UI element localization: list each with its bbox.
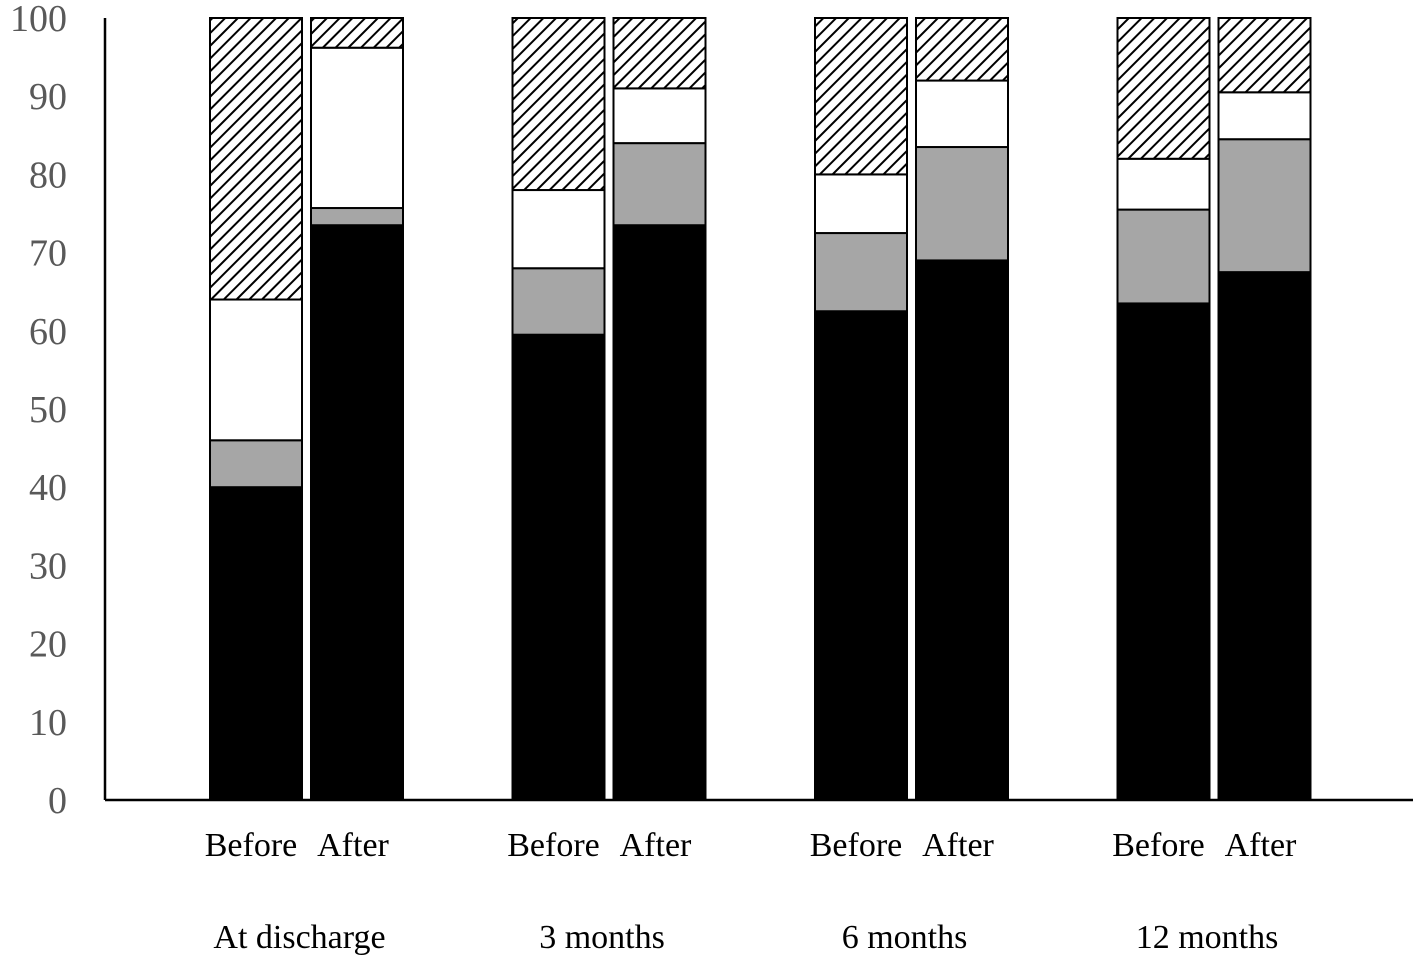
y-tick-label: 50 [29, 389, 67, 431]
y-tick-label: 80 [29, 154, 67, 196]
y-tick-label: 90 [29, 76, 67, 118]
bar-label: After [1225, 827, 1297, 864]
bar-segment-hatched [511, 17, 606, 192]
bar-segment-white [511, 189, 606, 270]
bar-segment-hatched [1116, 17, 1211, 160]
bar-segment-hatched [1217, 17, 1312, 94]
bar-label: After [922, 827, 994, 864]
y-tick-label: 70 [29, 233, 67, 275]
y-tick-label: 60 [29, 311, 67, 353]
bar-label: Before [205, 827, 298, 864]
bar-segment-gray [1217, 138, 1312, 274]
bar-segment-hatched [209, 17, 303, 301]
y-tick-label: 0 [48, 780, 67, 822]
bar-segment-hatched [310, 17, 404, 49]
bar-segment-gray [511, 267, 606, 336]
bar-segment-gray [814, 232, 908, 313]
bar-segment-black [915, 259, 1009, 802]
bar-segment-white [915, 79, 1009, 149]
bar-segment-gray [1116, 208, 1211, 305]
x-axis-labels: Before After At discharge Before After 3 mont… [205, 827, 1297, 956]
bar-segment-black [1116, 302, 1211, 801]
bar-segment-black [1217, 271, 1312, 801]
y-tick-label: 100 [10, 0, 67, 40]
bar-label: Before [507, 827, 600, 864]
bar-segment-white [209, 298, 303, 442]
y-tick-label: 10 [29, 702, 67, 744]
y-tick-label: 20 [29, 624, 67, 666]
bar-segment-hatched [612, 17, 707, 90]
bar-segment-black [209, 486, 303, 801]
bar-segment-white [612, 87, 707, 145]
bar-segment-gray [209, 439, 303, 489]
bar-segment-black [310, 224, 404, 802]
bar-segment-hatched [814, 17, 908, 176]
group-label: At discharge [213, 919, 385, 956]
bar-segment-black [511, 333, 606, 801]
bar-segment-hatched [915, 17, 1009, 82]
y-tick-label: 30 [29, 545, 67, 587]
bars [209, 17, 1312, 802]
bar-segment-white [310, 46, 404, 210]
group-label: 6 months [842, 919, 968, 956]
group-label: 3 months [539, 919, 665, 956]
bar-label: Before [1112, 827, 1205, 864]
y-axis-ticks: 0 10 20 30 40 50 60 70 80 90 100 [10, 0, 67, 822]
bar-segment-white [814, 173, 908, 235]
y-tick-label: 40 [29, 467, 67, 509]
bar-segment-gray [310, 207, 404, 227]
bar-label: Before [810, 827, 903, 864]
bar-segment-gray [612, 142, 707, 227]
group-label: 12 months [1136, 919, 1279, 956]
bar-label: After [317, 827, 389, 864]
bar-label: After [620, 827, 692, 864]
bar-segment-white [1116, 157, 1211, 211]
bar-segment-gray [915, 146, 1009, 262]
bar-segment-black [612, 224, 707, 802]
bar-segment-black [814, 310, 908, 801]
bar-segment-white [1217, 91, 1312, 141]
